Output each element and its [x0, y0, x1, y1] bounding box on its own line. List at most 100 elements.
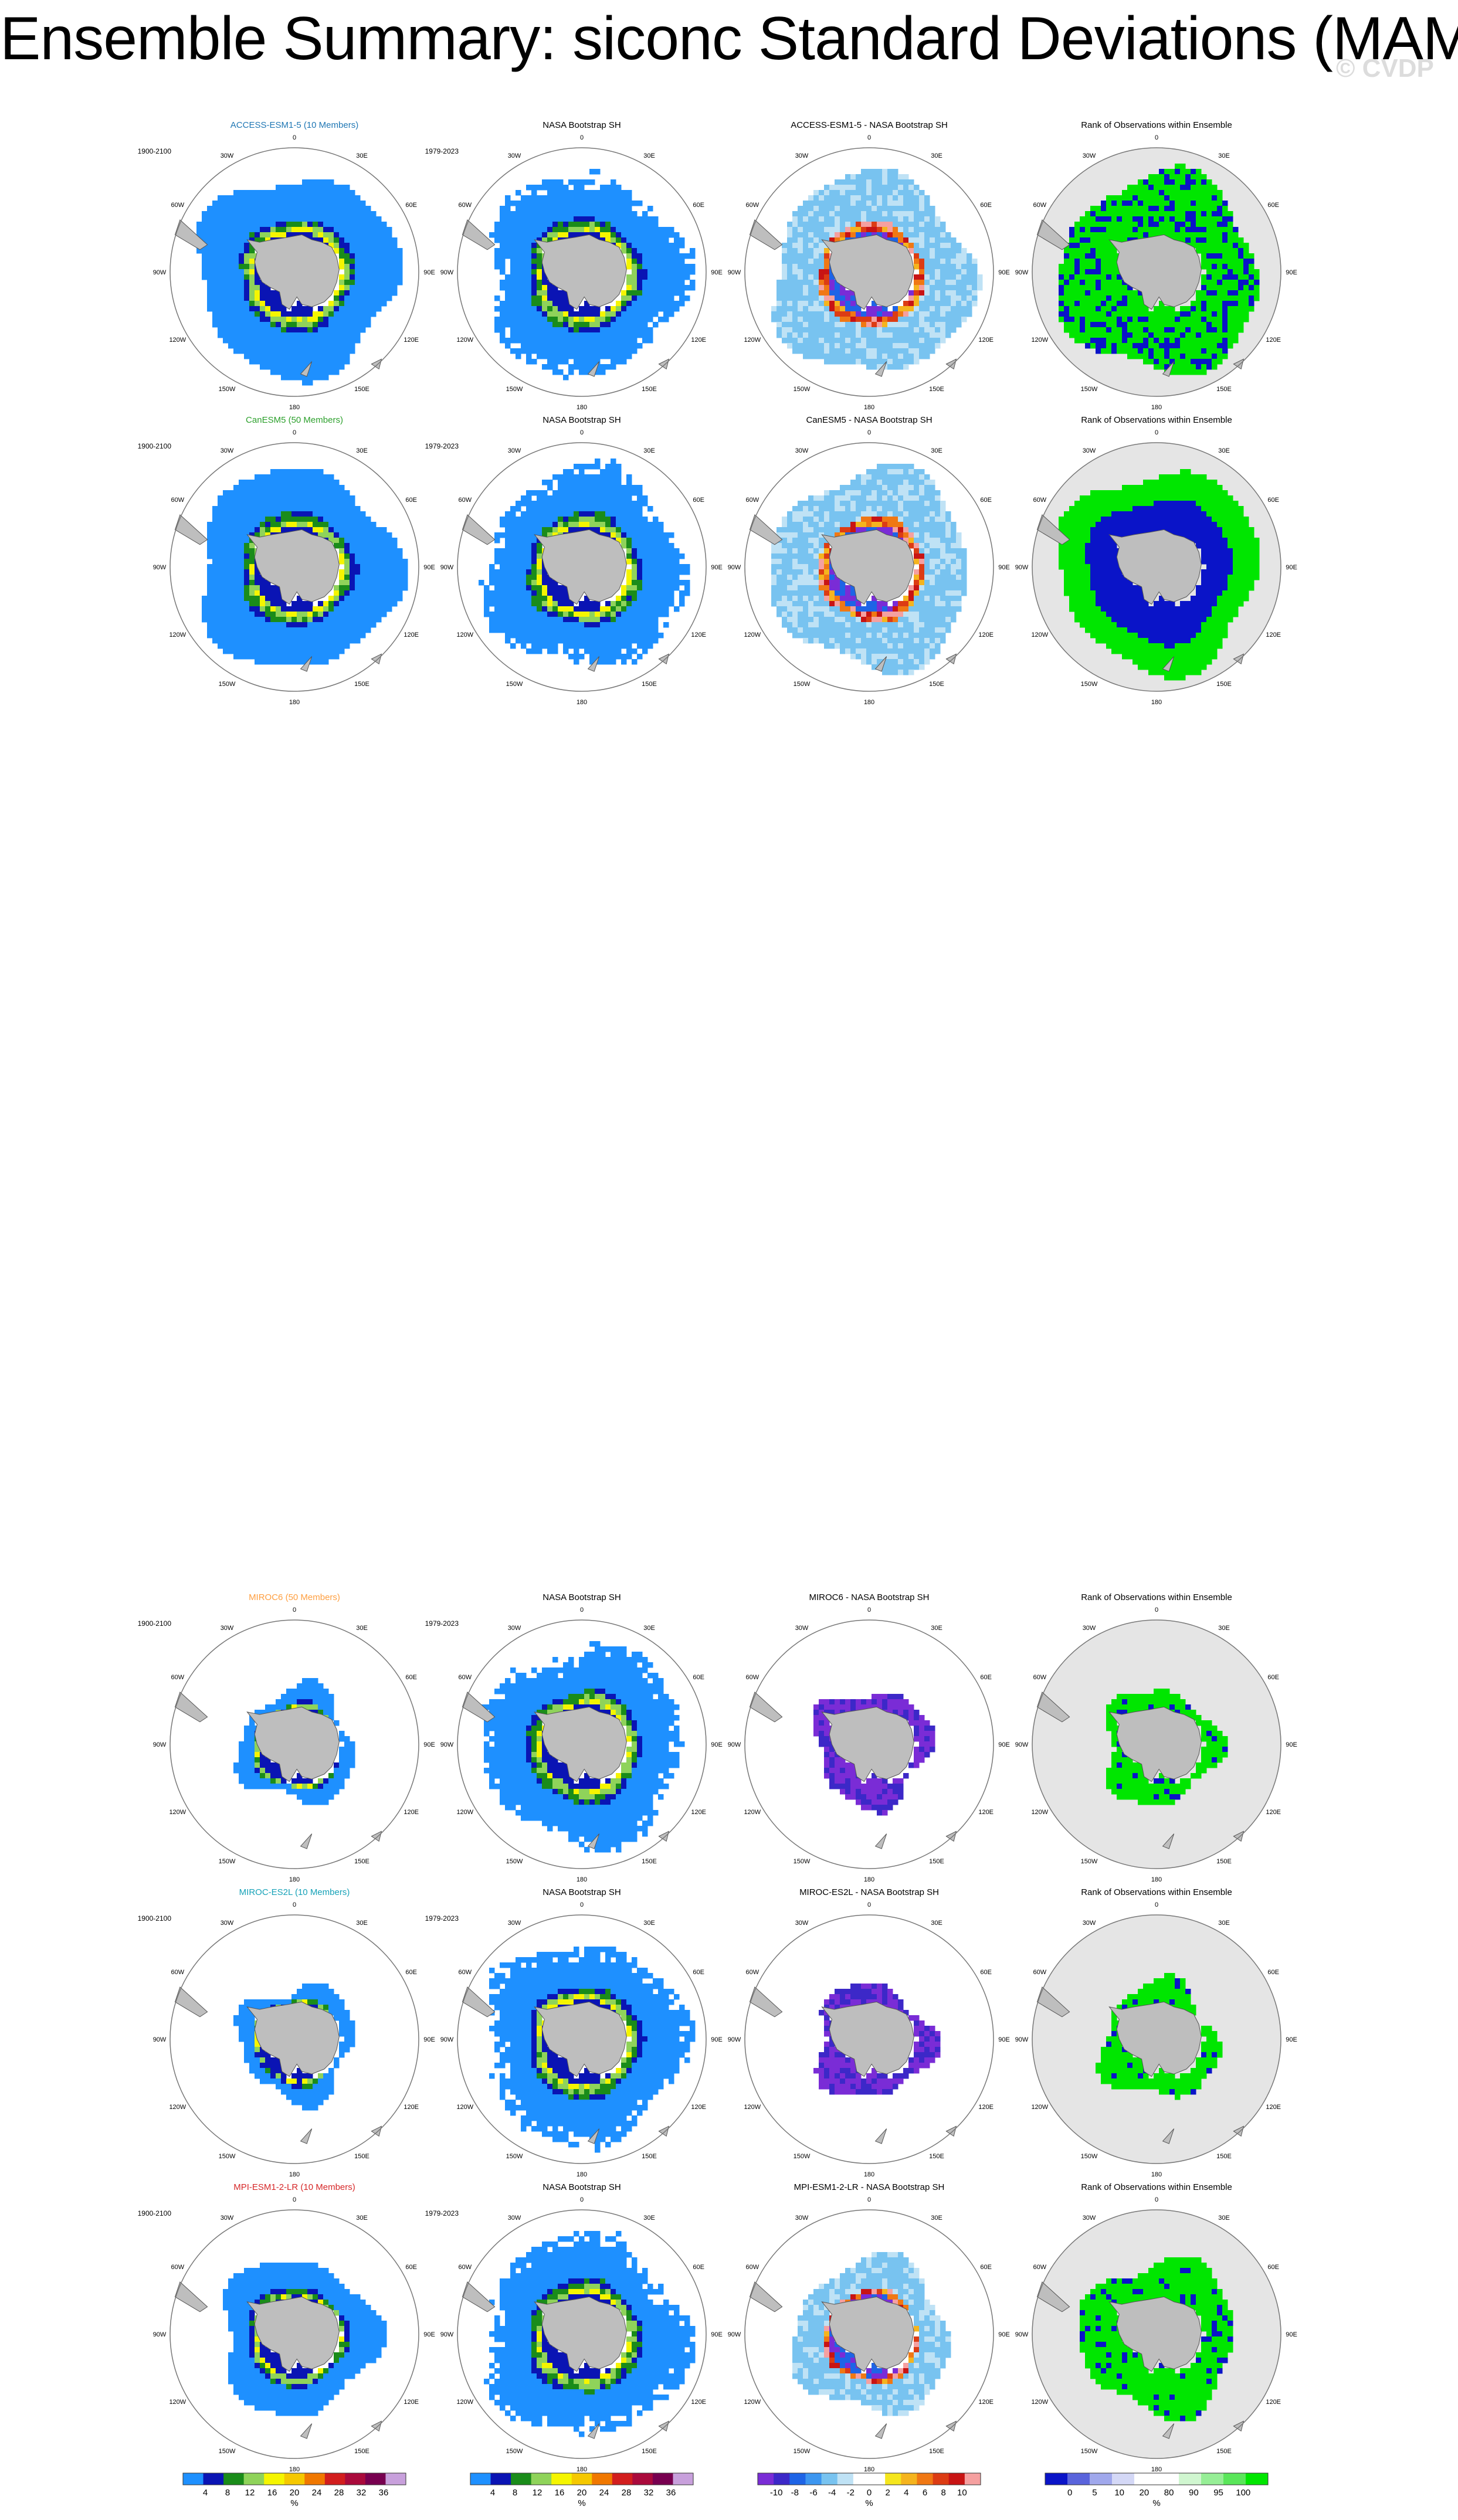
lon-label: 150E: [354, 2153, 369, 2160]
lon-label: 150E: [1216, 681, 1232, 688]
lon-label: 60W: [459, 1969, 472, 1976]
lon-label: 90W: [728, 2331, 741, 2338]
panel-title: ACCESS-ESM1-5 (10 Members): [230, 120, 358, 130]
obs-ice-field: [489, 1947, 696, 2153]
lon-label: 120E: [1266, 631, 1281, 639]
new-zealand-land: [300, 1833, 313, 1849]
lon-label: 60W: [171, 497, 185, 504]
new-zealand-land: [300, 2128, 313, 2144]
lon-label: 60E: [405, 202, 417, 209]
obs-ice-field: [479, 1641, 685, 1853]
panel-title: MIROC6 (50 Members): [249, 1592, 340, 1602]
lon-label: 120W: [744, 2104, 761, 2111]
lon-label: 60W: [459, 497, 472, 504]
lon-label: 30W: [1083, 2215, 1096, 2222]
lon-label: 150E: [642, 386, 657, 393]
lon-label: 120W: [744, 631, 761, 639]
rank-ice-field: [1080, 2257, 1233, 2421]
lon-label: 120W: [744, 1809, 761, 1816]
lon-label: 30E: [931, 152, 942, 159]
page-title: Ensemble Summary: siconc Standard Deviat…: [0, 5, 1458, 73]
lon-label: 150W: [219, 2448, 236, 2455]
panel-title: Rank of Observations within Ensemble: [1081, 120, 1232, 130]
lon-label: 60E: [1267, 202, 1279, 209]
lon-label: 0: [580, 1607, 584, 1614]
lon-label: 150W: [219, 681, 236, 688]
panel-obs-row-1: NASA Bootstrap SH 1979-2023 0 30E 60E 90E 120E…: [425, 120, 723, 411]
panel-rank-row-1: Rank of Observations within Ensemble 0 30E…: [1015, 120, 1297, 411]
lon-label: 90E: [998, 269, 1010, 276]
lon-label: 150W: [506, 681, 523, 688]
lon-label: 90W: [440, 1741, 454, 1748]
lon-label: 120E: [404, 1809, 419, 1816]
lon-label: 120E: [404, 337, 419, 344]
lon-label: 90E: [423, 2331, 435, 2338]
new-zealand-land: [874, 2423, 887, 2439]
lon-label: 90E: [998, 2331, 1010, 2338]
lon-label: 0: [867, 1607, 871, 1614]
panel-title: NASA Bootstrap SH: [542, 1887, 621, 1897]
panel-title: CanESM5 - NASA Bootstrap SH: [806, 415, 932, 425]
new-zealand-land: [1162, 2423, 1175, 2439]
map-border: [744, 147, 994, 397]
lon-label: 90W: [728, 2036, 741, 2043]
lon-label: 30W: [221, 2215, 234, 2222]
south-america-land: [1036, 2281, 1070, 2312]
lon-label: 30W: [795, 1920, 809, 1927]
lon-label: 180: [577, 404, 587, 411]
lon-label: 90W: [728, 564, 741, 571]
lon-label: 0: [1155, 429, 1158, 436]
lon-label: 120W: [169, 631, 186, 639]
panel-title: Rank of Observations within Ensemble: [1081, 1887, 1232, 1897]
new-zealand-land: [300, 2423, 313, 2439]
panel-title: NASA Bootstrap SH: [542, 2182, 621, 2192]
lon-label: 120W: [456, 631, 473, 639]
panel-title: MIROC6 - NASA Bootstrap SH: [809, 1592, 929, 1602]
lon-label: 0: [580, 2196, 584, 2203]
antarctica-land: [246, 1706, 340, 1782]
lon-label: 90W: [1015, 564, 1029, 571]
colorbar-tick-label: 16: [267, 2488, 277, 2498]
lon-label: 30E: [356, 1625, 368, 1632]
lon-label: 0: [580, 1901, 584, 1908]
lon-label: 180: [1151, 2171, 1162, 2178]
lon-label: 30E: [643, 1920, 655, 1927]
lon-label: 60W: [746, 1969, 759, 1976]
colorbar-tick-label: 0: [1067, 2488, 1072, 2498]
panel-rank-row-4: Rank of Observations within Ensemble 0 30E…: [1015, 1887, 1297, 2178]
colorbar-tick-label: 8: [225, 2488, 230, 2498]
colorbar-tick-label: 20: [577, 2488, 587, 2498]
antarctica-land: [534, 2296, 627, 2372]
lon-label: 150E: [929, 1858, 944, 1865]
lon-label: 90W: [440, 564, 454, 571]
year-range: 1979-2023: [425, 147, 459, 155]
lon-label: 150E: [929, 2448, 944, 2455]
lon-label: 60W: [746, 497, 759, 504]
lon-label: 30E: [931, 1625, 942, 1632]
lon-label: 60E: [980, 2264, 992, 2271]
antarctica-land: [1108, 1706, 1202, 1782]
lon-label: 90E: [998, 1741, 1010, 1748]
panel-obs-row-4: NASA Bootstrap SH 1979-2023 0 30E 60E 90E 120E…: [425, 1887, 723, 2178]
lon-label: 60E: [693, 2264, 704, 2271]
lon-label: 150E: [354, 386, 369, 393]
new-zealand-land: [587, 656, 600, 672]
lon-label: 30E: [643, 2215, 655, 2222]
antarctica-land: [246, 2001, 340, 2077]
lon-label: 60E: [693, 497, 704, 504]
lon-label: 120E: [691, 1809, 706, 1816]
colorbar-tick-label: 32: [357, 2488, 367, 2498]
new-zealand-land: [587, 2128, 600, 2144]
map-border: [169, 442, 419, 692]
rank-ice-field: [1059, 469, 1260, 681]
lon-label: 0: [867, 1901, 871, 1908]
new-zealand-land: [1162, 1833, 1175, 1849]
lon-label: 120W: [456, 2399, 473, 2406]
colorbar-tick-label: 5: [1092, 2488, 1097, 2498]
lon-label: 90E: [998, 564, 1010, 571]
new-zealand-land: [300, 361, 313, 377]
lon-label: 180: [1151, 699, 1162, 706]
model-ice-field: [233, 1678, 355, 1805]
colorbar-tick-label: 4: [203, 2488, 208, 2498]
lon-label: 30W: [508, 447, 521, 454]
